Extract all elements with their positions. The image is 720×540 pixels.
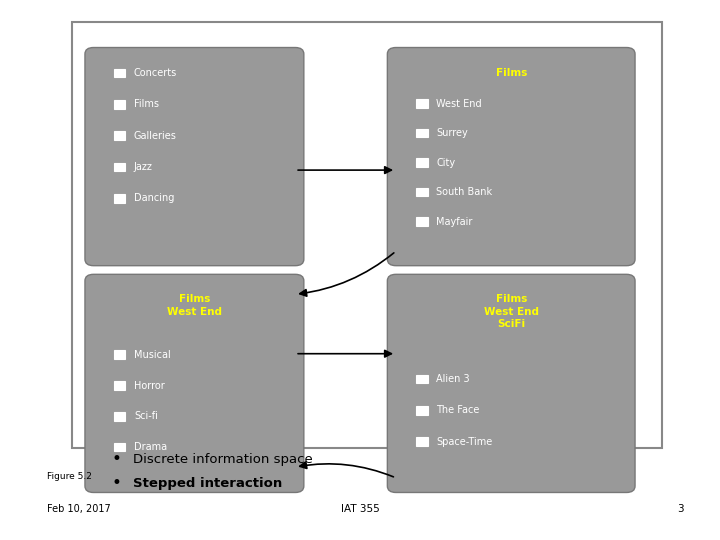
FancyBboxPatch shape (387, 274, 635, 492)
Text: Films: Films (134, 99, 159, 109)
Text: South Bank: South Bank (436, 187, 492, 197)
Bar (416, 217, 428, 226)
Text: •: • (112, 474, 122, 492)
Text: Galleries: Galleries (134, 131, 177, 140)
Bar (114, 194, 125, 202)
Text: West End: West End (436, 99, 482, 109)
Bar (114, 131, 125, 140)
Text: Surrey: Surrey (436, 128, 468, 138)
Text: Horror: Horror (134, 381, 165, 390)
Text: Drama: Drama (134, 442, 167, 452)
Text: 3: 3 (678, 504, 684, 514)
Text: Musical: Musical (134, 350, 171, 360)
Bar (416, 188, 428, 197)
Bar (114, 350, 125, 359)
Text: Dancing: Dancing (134, 193, 174, 203)
Bar (114, 69, 125, 77)
Text: Stepped interaction: Stepped interaction (133, 477, 282, 490)
Text: Films
West End
SciFi: Films West End SciFi (484, 294, 539, 329)
Text: Feb 10, 2017: Feb 10, 2017 (47, 504, 111, 514)
FancyBboxPatch shape (387, 48, 635, 266)
Text: Alien 3: Alien 3 (436, 374, 470, 384)
Bar (416, 99, 428, 108)
Text: •: • (112, 450, 122, 468)
Text: City: City (436, 158, 456, 167)
Bar (416, 158, 428, 167)
Bar (114, 381, 125, 390)
Bar (416, 437, 428, 446)
Text: Discrete information space: Discrete information space (133, 453, 313, 465)
Text: IAT 355: IAT 355 (341, 504, 379, 514)
Text: The Face: The Face (436, 406, 480, 415)
Bar (416, 129, 428, 138)
Bar (114, 443, 125, 451)
FancyBboxPatch shape (85, 274, 304, 492)
Bar (114, 100, 125, 109)
Text: Films: Films (495, 68, 527, 78)
Bar (416, 406, 428, 415)
Text: Sci-fi: Sci-fi (134, 411, 158, 421)
Text: Films
West End: Films West End (167, 294, 222, 316)
Text: Concerts: Concerts (134, 68, 177, 78)
Bar (114, 412, 125, 421)
Bar (416, 375, 428, 383)
FancyBboxPatch shape (85, 48, 304, 266)
Text: Figure 5.2: Figure 5.2 (47, 472, 91, 481)
Bar (114, 163, 125, 171)
Text: Space-Time: Space-Time (436, 437, 492, 447)
Text: Jazz: Jazz (134, 162, 153, 172)
FancyBboxPatch shape (72, 22, 662, 448)
Text: Mayfair: Mayfair (436, 217, 473, 227)
